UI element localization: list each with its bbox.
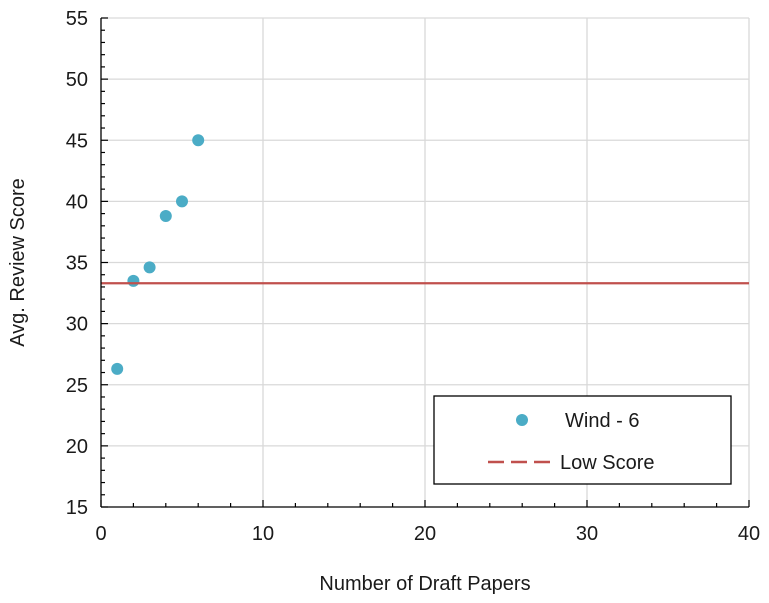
y-tick-label: 25 bbox=[66, 375, 88, 397]
series-layer bbox=[101, 134, 749, 375]
y-tick-label: 35 bbox=[66, 253, 88, 275]
x-axis-title: Number of Draft Papers bbox=[319, 573, 530, 595]
y-tick-label: 45 bbox=[66, 130, 88, 152]
tick-layer: 15 20 25 30 35 40 45 50 55 0 10 20 30 40 bbox=[66, 8, 760, 545]
legend-label-wind-6: Wind - 6 bbox=[565, 410, 639, 432]
data-point bbox=[159, 210, 172, 223]
y-tick-label: 50 bbox=[66, 69, 88, 91]
y-tick-label: 20 bbox=[66, 436, 88, 458]
x-tick-label: 40 bbox=[738, 523, 760, 545]
legend-label-low-score: Low Score bbox=[560, 452, 655, 474]
legend-box bbox=[433, 395, 732, 485]
x-tick-label: 0 bbox=[95, 523, 106, 545]
data-point bbox=[192, 134, 205, 147]
data-point bbox=[127, 274, 140, 287]
y-tick-label: 40 bbox=[66, 191, 88, 213]
data-point bbox=[176, 195, 188, 208]
x-tick-label: 30 bbox=[576, 523, 598, 545]
data-point bbox=[143, 261, 156, 274]
legend: Wind - 6 Low Score bbox=[433, 395, 732, 485]
legend-marker-wind-6 bbox=[516, 414, 528, 426]
y-axis-title: Avg. Review Score bbox=[7, 178, 29, 347]
x-tick-label: 20 bbox=[414, 523, 436, 545]
grid-layer bbox=[101, 17, 750, 507]
y-tick-label: 15 bbox=[66, 497, 88, 519]
x-tick-label: 10 bbox=[252, 523, 274, 545]
data-point bbox=[111, 362, 124, 375]
y-tick-label: 55 bbox=[66, 8, 88, 30]
y-tick-label: 30 bbox=[66, 314, 88, 336]
axis-layer bbox=[100, 17, 750, 508]
